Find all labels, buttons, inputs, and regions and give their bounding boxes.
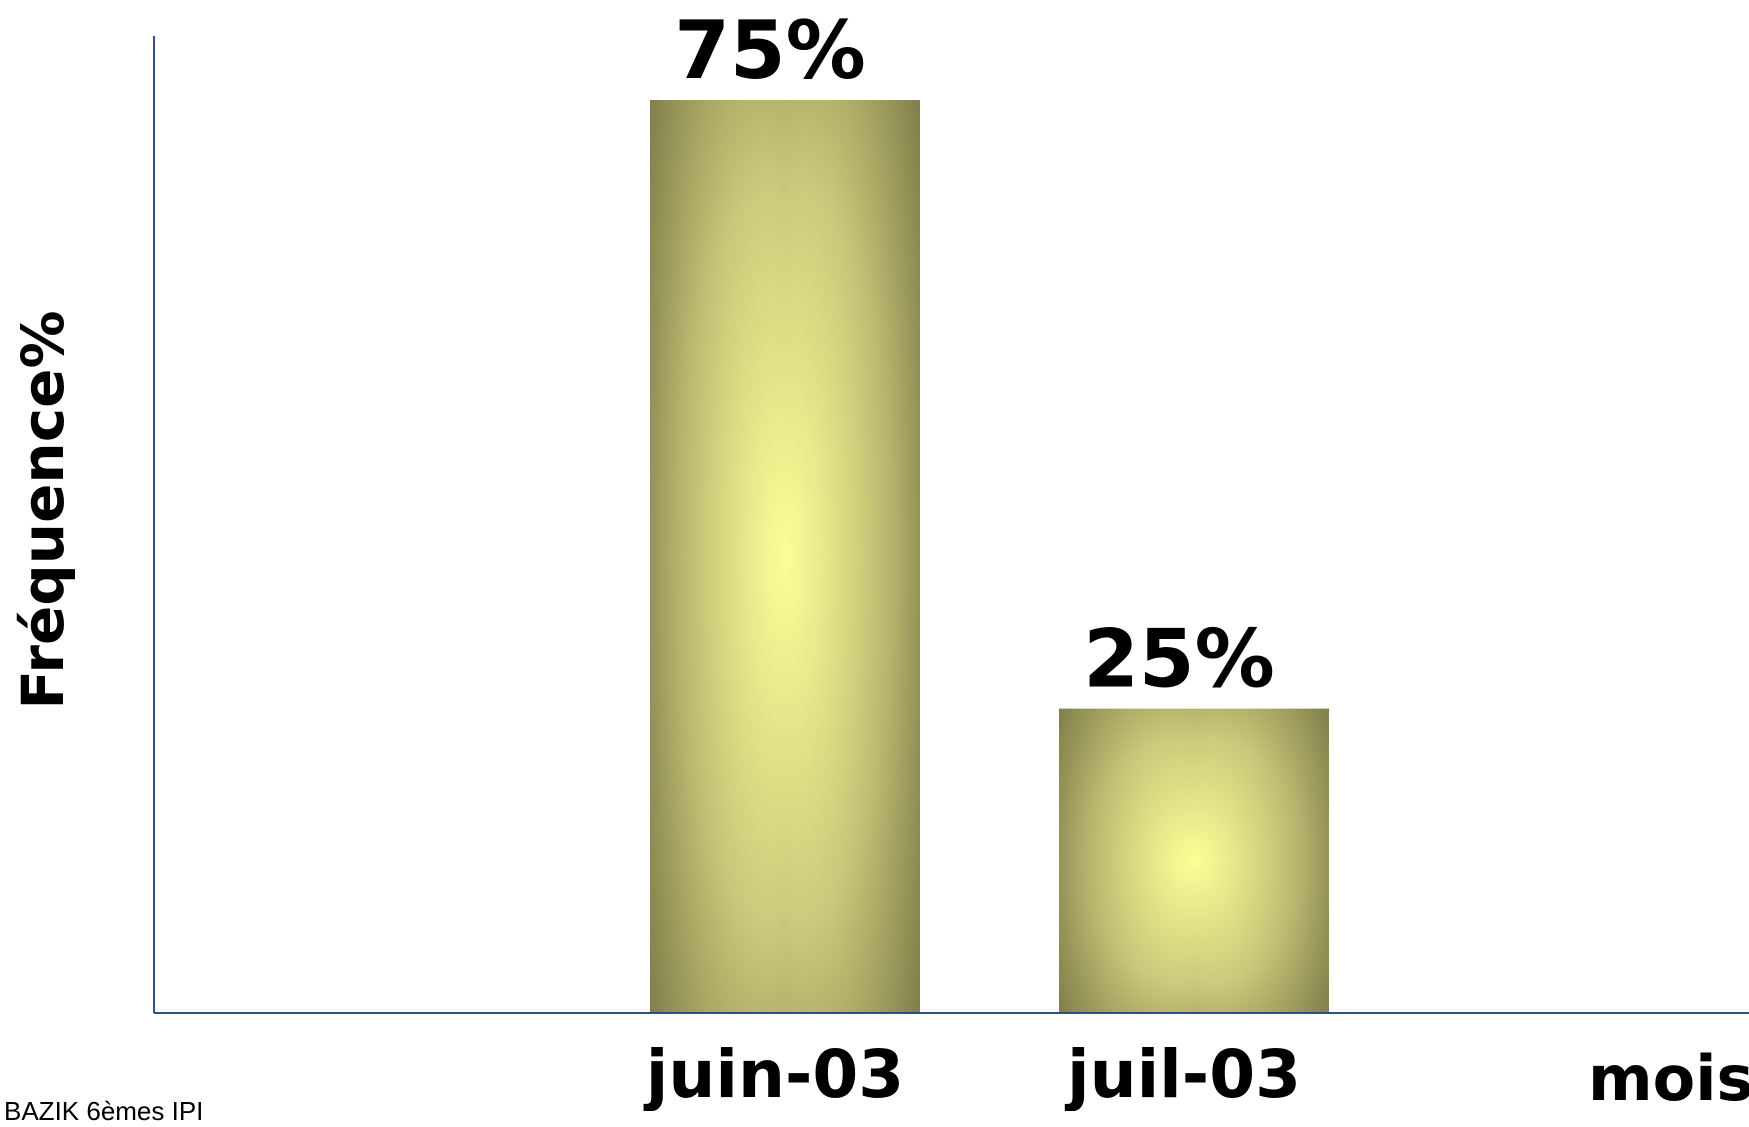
x-tick-label: juil-03: [1064, 1036, 1301, 1111]
bar-value-label: 75%: [674, 4, 865, 97]
bar-shade: [650, 100, 920, 1013]
labels-layer: 75% juin-03 25% juil-03: [643, 4, 1301, 1111]
bar-juin-03: [650, 100, 920, 1013]
bar-juil-03: [1059, 708, 1329, 1013]
y-axis-label: Fréquence%: [9, 310, 77, 709]
bar-shade: [1059, 708, 1329, 1013]
x-tick-label: juin-03: [643, 1036, 904, 1111]
footer-credit: BAZIK 6èmes IPI: [4, 1096, 204, 1126]
x-axis-label: mois: [1588, 1042, 1749, 1111]
bars-layer: [650, 100, 1329, 1013]
bar-value-label: 25%: [1083, 613, 1274, 706]
